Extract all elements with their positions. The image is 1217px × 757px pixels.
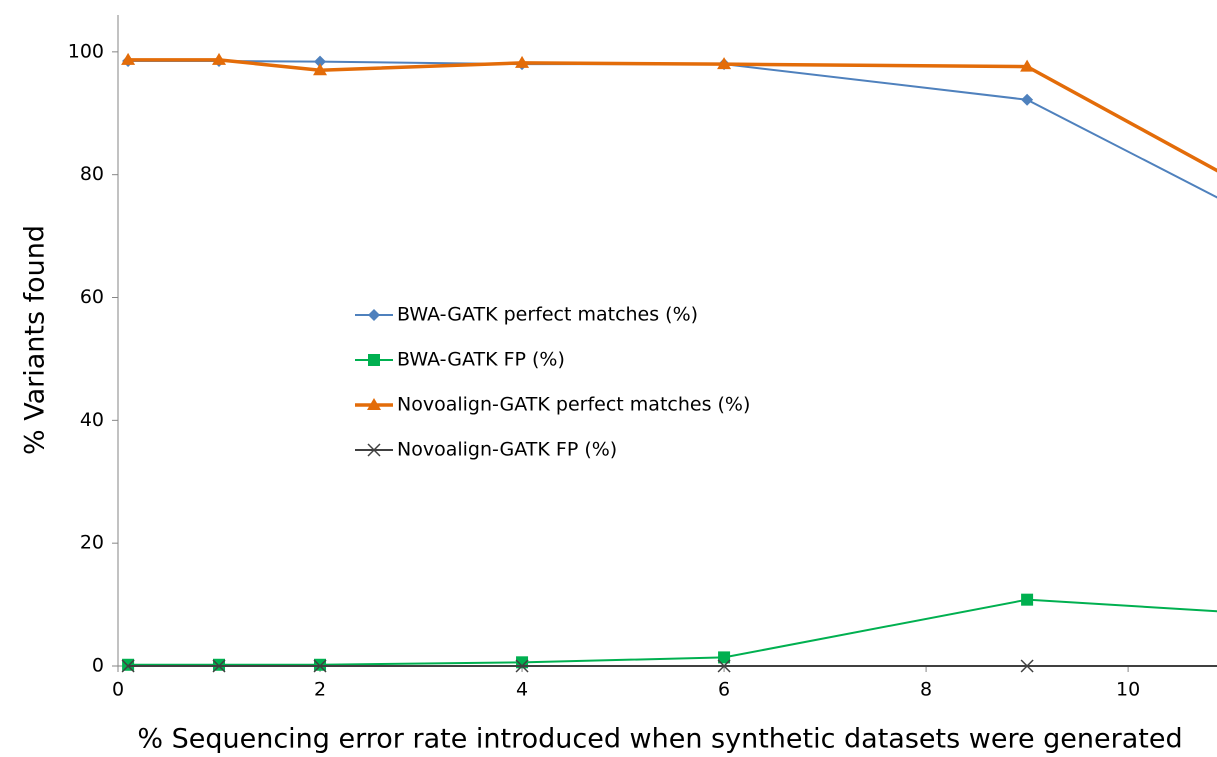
marker xyxy=(313,63,328,76)
marker xyxy=(367,398,381,410)
x-tick-label: 2 xyxy=(314,679,326,701)
marker xyxy=(717,659,731,673)
legend-label: Novoalign-GATK perfect matches (%) xyxy=(397,394,750,416)
y-tick-label: 20 xyxy=(80,532,104,554)
marker xyxy=(1021,93,1034,106)
x-axis-label: % Sequencing error rate introduced when … xyxy=(137,724,1182,755)
marker xyxy=(515,659,529,673)
marker xyxy=(122,658,135,671)
marker xyxy=(121,659,135,673)
marker xyxy=(515,55,530,68)
x-tick-label: 6 xyxy=(718,679,730,701)
x-tick-label: 8 xyxy=(920,679,932,701)
y-tick-label: 40 xyxy=(80,409,104,431)
marker xyxy=(213,658,226,671)
marker xyxy=(1020,59,1035,72)
y-tick-label: 0 xyxy=(92,655,104,677)
legend-label: BWA-GATK FP (%) xyxy=(397,349,565,371)
series-line xyxy=(128,58,1217,173)
marker xyxy=(314,658,327,671)
marker xyxy=(212,659,226,673)
marker xyxy=(121,52,136,65)
x-tick-label: 10 xyxy=(1116,679,1140,701)
marker xyxy=(212,52,227,65)
y-axis-label: % Variants found xyxy=(20,225,51,455)
marker xyxy=(718,651,731,664)
plot-area xyxy=(121,52,1217,673)
y-tick-label: 80 xyxy=(80,163,104,185)
series-line xyxy=(128,598,1217,666)
legend-label: Novoalign-GATK FP (%) xyxy=(397,439,617,461)
legend-label: BWA-GATK perfect matches (%) xyxy=(397,304,698,326)
y-tick-label: 100 xyxy=(68,40,104,62)
marker xyxy=(717,57,732,70)
marker xyxy=(367,443,381,457)
y-tick-label: 60 xyxy=(80,286,104,308)
x-tick-label: 0 xyxy=(112,679,124,701)
marker xyxy=(313,659,327,673)
marker xyxy=(314,55,327,68)
marker xyxy=(368,309,380,321)
x-tick-label: 4 xyxy=(516,679,528,701)
marker xyxy=(1021,593,1034,606)
marker xyxy=(368,354,380,366)
marker xyxy=(1020,659,1034,673)
